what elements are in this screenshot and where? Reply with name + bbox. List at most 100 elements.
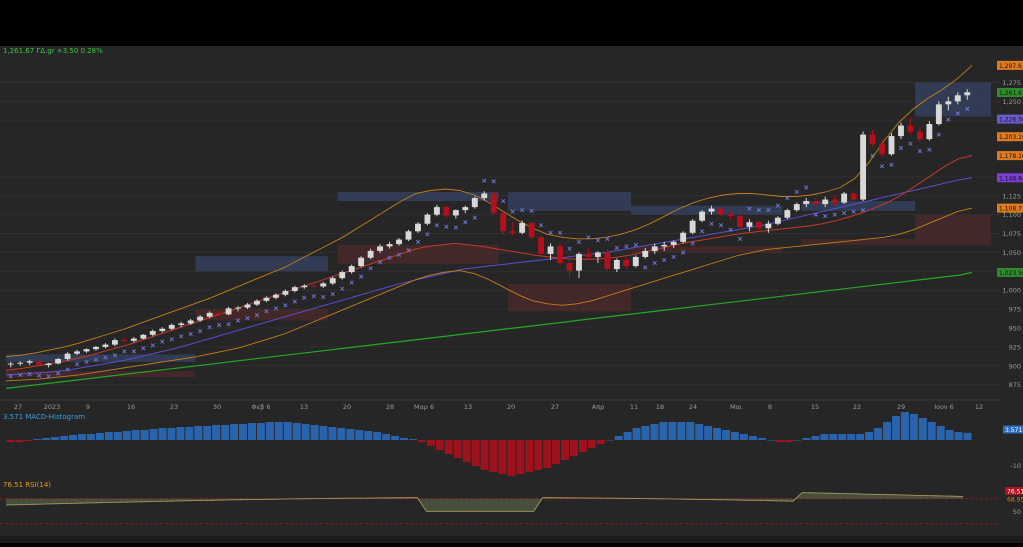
macd-badge — [1003, 425, 1023, 434]
macd-bar — [104, 432, 113, 440]
candle-body — [907, 125, 914, 132]
shaded-zones — [6, 82, 991, 378]
psar-dot — [169, 337, 174, 342]
candle-body — [632, 256, 639, 267]
macd-bar — [713, 428, 722, 440]
candle-body — [111, 340, 118, 345]
candle-body — [93, 346, 99, 350]
candle-body — [405, 231, 412, 240]
psar-dot — [955, 111, 960, 116]
candlestick-series[interactable] — [7, 89, 971, 368]
psar-dot — [160, 339, 165, 344]
psar-dot — [548, 230, 553, 235]
macd-label: 3.571 MACD-Histogram — [3, 413, 85, 421]
macd-bar — [704, 426, 713, 440]
psar-dot — [359, 274, 364, 279]
macd-bar — [945, 430, 954, 440]
psar-dot — [936, 132, 941, 137]
macd-bar — [435, 440, 444, 450]
psar-dot — [529, 208, 534, 214]
candle-body — [45, 363, 52, 366]
time-axis[interactable]: 27 2023 9 16 23 30 Φεβ 6 13 20 28 Μαρ 6 13 20 27 Απρ 11… — [14, 403, 983, 411]
y-tick-label: 1,000 — [1002, 287, 1021, 295]
macd-bar — [623, 432, 632, 440]
candle-body — [500, 213, 507, 232]
candle-body — [727, 214, 734, 217]
psar-dot — [804, 185, 809, 190]
psar-dot — [264, 309, 269, 314]
candle-body — [670, 241, 677, 245]
rsi-label: 76.51 RSI(14) — [3, 481, 51, 489]
macd-bar — [632, 428, 641, 440]
macd-bar — [811, 436, 820, 440]
psar-dot — [576, 239, 582, 244]
psar-dot — [254, 313, 260, 318]
candle-body — [585, 253, 592, 257]
macd-bar — [346, 429, 355, 440]
x-tick-label: 8 — [768, 403, 772, 411]
macd-bar — [820, 434, 829, 440]
candle-body — [254, 300, 260, 305]
moving-average-line — [5, 271, 973, 389]
candle-body — [452, 210, 459, 216]
macd-bar — [87, 434, 95, 440]
psar-dot — [434, 223, 440, 228]
psar-dot — [216, 322, 222, 328]
x-tick-label: Μαι — [730, 403, 742, 411]
macd-bar — [382, 434, 391, 440]
candle-body — [481, 193, 488, 199]
x-tick-label: 23 — [170, 403, 178, 411]
zone-rect — [195, 256, 328, 272]
candle-body — [793, 204, 800, 211]
psar-dot — [595, 238, 601, 243]
psar-dot — [557, 230, 563, 235]
x-tick-label: Απρ — [592, 403, 605, 411]
macd-bar — [158, 428, 167, 440]
candle-body — [737, 216, 743, 227]
psar-dot — [472, 215, 477, 220]
macd-bar — [892, 416, 900, 440]
y-tick-label: 900 — [1009, 362, 1021, 370]
price-badge-text: 1,297.6 — [999, 63, 1022, 70]
psar-dot — [235, 318, 241, 323]
candle-body — [348, 266, 355, 273]
x-tick-label: 20 — [343, 403, 351, 411]
candle-body — [661, 244, 668, 247]
macd-bar — [60, 436, 69, 440]
candle-body — [377, 246, 384, 251]
macd-bar — [578, 440, 587, 452]
psar-dot — [444, 224, 449, 229]
candle-body — [178, 323, 185, 325]
y-tick-label: 925 — [1009, 343, 1021, 351]
rsi-panel[interactable] — [0, 492, 1000, 525]
macd-bar — [963, 432, 972, 440]
macd-histogram-panel[interactable] — [6, 412, 972, 476]
macd-bar — [614, 436, 623, 440]
psar-dot — [27, 371, 32, 377]
macd-bar — [337, 428, 346, 440]
macd-bar — [78, 434, 86, 440]
bollinger-upper-line — [5, 65, 973, 358]
zone-rect — [631, 246, 783, 253]
candle-body — [282, 290, 289, 295]
macd-bar — [596, 440, 605, 444]
psar-dot — [662, 257, 667, 263]
macd-bar — [426, 440, 435, 446]
psar-dot — [860, 208, 866, 213]
bottom-toolbar[interactable] — [0, 536, 1023, 543]
psar-dot — [785, 195, 790, 201]
macd-bar — [534, 440, 543, 470]
candle-body — [642, 250, 649, 257]
psar-dot — [415, 239, 421, 244]
psar-dot — [8, 374, 13, 379]
macd-bar — [677, 422, 686, 440]
macd-bar — [695, 424, 704, 440]
psar-dot — [718, 223, 724, 228]
macd-bar — [212, 425, 221, 440]
psar-dot — [482, 178, 487, 183]
candle-body — [329, 278, 336, 284]
macd-bar — [722, 430, 730, 440]
candle-body — [916, 131, 923, 140]
